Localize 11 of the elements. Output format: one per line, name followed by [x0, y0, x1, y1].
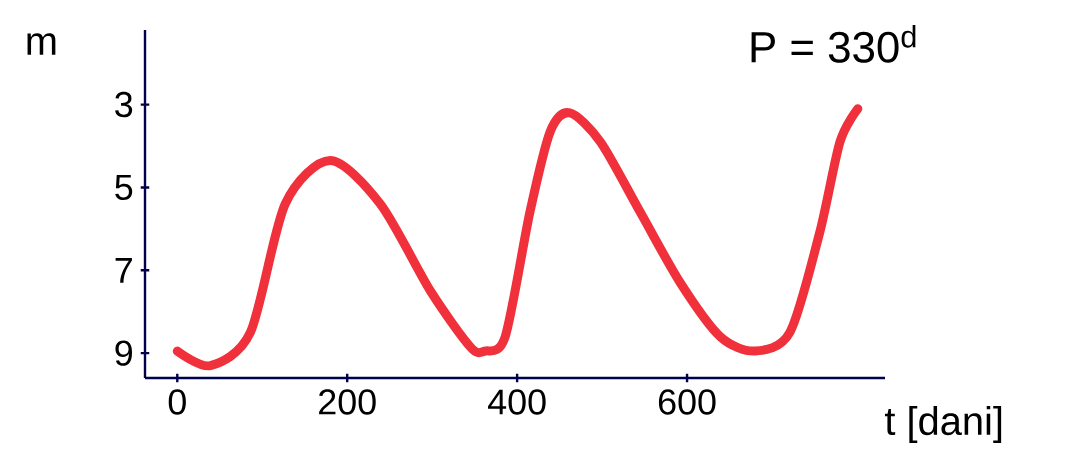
y-tick-label: 3 — [115, 91, 133, 118]
annotation: P = 330$^{d}$ — [751, 25, 916, 63]
y-axis-title: m — [27, 33, 56, 55]
x-tick-label: 600 — [658, 389, 716, 415]
x-tick-label: 200 — [319, 389, 376, 415]
x-tick-label: 400 — [488, 389, 546, 415]
y-tick-label: 7 — [115, 257, 132, 283]
y-tick-label: 5 — [115, 174, 133, 200]
y-tick-label: 9 — [115, 340, 133, 366]
x-axis-title: t [dani] — [884, 405, 1002, 444]
x-tick-label: 0 — [168, 389, 186, 415]
